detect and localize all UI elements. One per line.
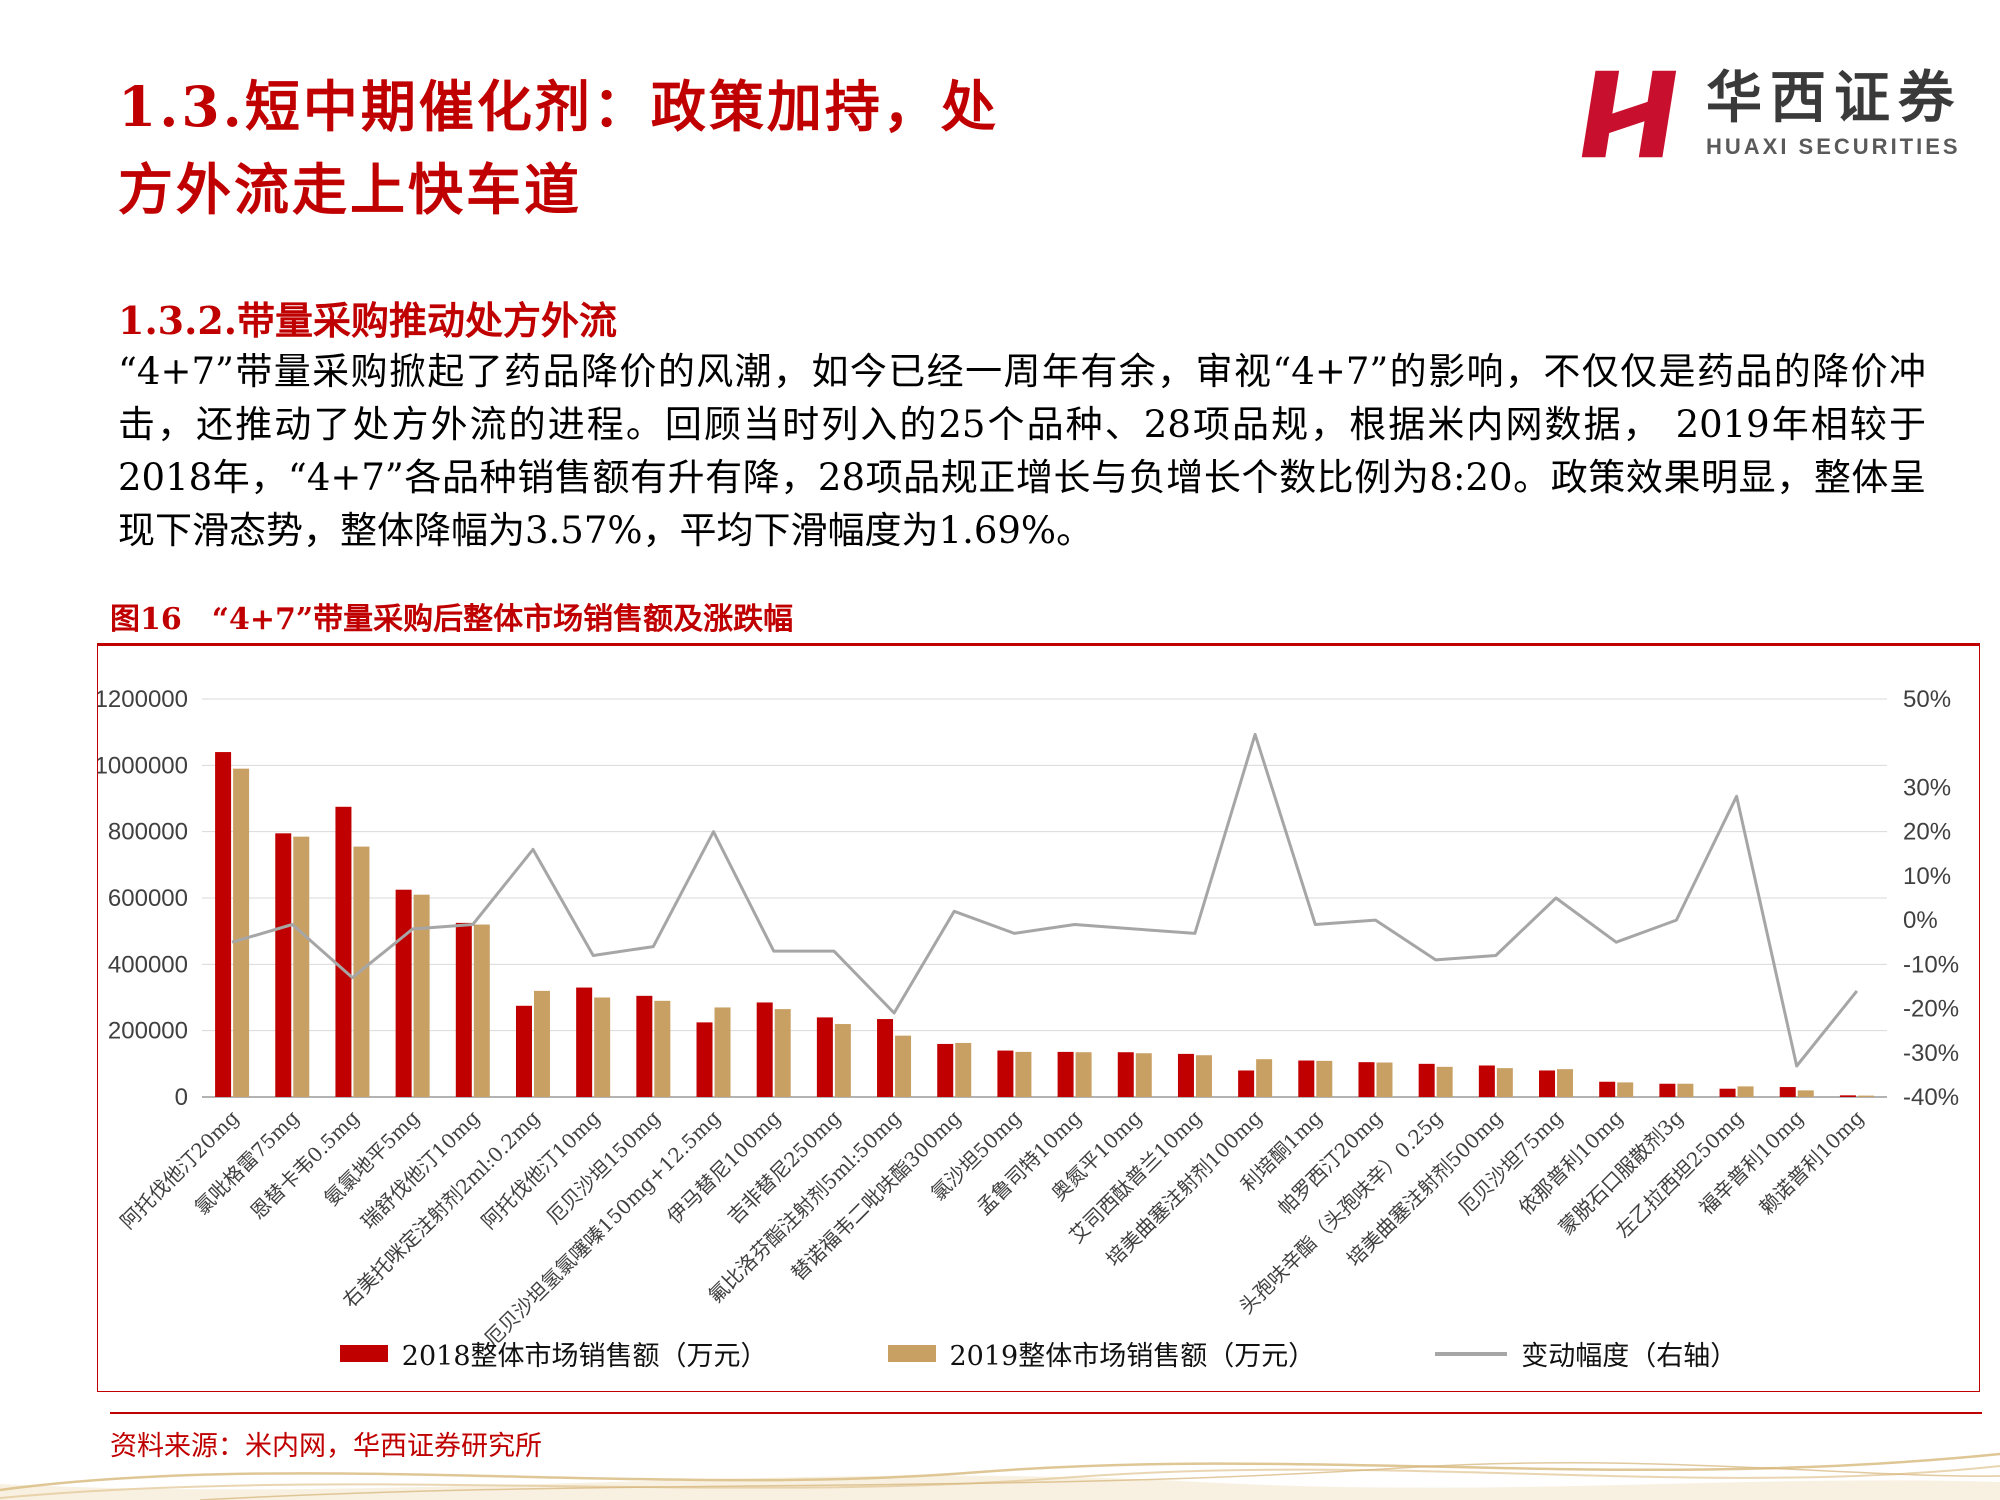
- svg-text:10%: 10%: [1903, 863, 1951, 890]
- legend-label-change: 变动幅度（右轴）: [1521, 1341, 1738, 1372]
- page-title-line1: 1.3.短中期催化剂：政策加持，处: [118, 74, 999, 139]
- svg-text:依那普利10mg: 依那普利10mg: [1514, 1105, 1628, 1219]
- legend-line-swatch-icon: [1435, 1351, 1508, 1356]
- logo-cn-name: 华西证券: [1706, 65, 1962, 132]
- svg-text:-10%: -10%: [1903, 951, 1959, 978]
- svg-text:厄贝沙坦75mg: 厄贝沙坦75mg: [1454, 1105, 1568, 1219]
- svg-text:50%: 50%: [1903, 686, 1951, 713]
- svg-text:氯吡格雷75mg: 氯吡格雷75mg: [190, 1105, 304, 1219]
- svg-text:800000: 800000: [108, 819, 188, 846]
- legend-label-2018: 2018整体市场销售额（万元）: [401, 1341, 768, 1372]
- svg-text:0%: 0%: [1903, 907, 1938, 934]
- svg-text:200000: 200000: [108, 1018, 188, 1045]
- svg-text:孟鲁司特10mg: 孟鲁司特10mg: [972, 1105, 1086, 1219]
- svg-text:20%: 20%: [1903, 819, 1951, 846]
- svg-text:恩替卡韦0.5mg: 恩替卡韦0.5mg: [245, 1105, 364, 1224]
- page-title-line2: 方外流走上快车道: [118, 156, 583, 222]
- logo-en-name: HUAXI SECURITIES: [1706, 133, 1961, 159]
- svg-text:福辛普利10mg: 福辛普利10mg: [1694, 1105, 1808, 1219]
- legend-swatch-2019-icon: [887, 1345, 936, 1362]
- sales-change-chart: 1200000 1000000 800000 600000 400000 200000 0 5…: [97, 686, 1959, 1351]
- figure-caption: 图16 “4+7”带量采购后整体市场销售额及涨跌幅: [110, 602, 794, 637]
- svg-text:-30%: -30%: [1903, 1040, 1959, 1067]
- svg-text:600000: 600000: [108, 885, 188, 912]
- svg-text:1000000: 1000000: [97, 752, 188, 779]
- legend-label-2019: 2019整体市场销售额（万元）: [949, 1341, 1316, 1372]
- legend-item-change: 变动幅度（右轴）: [1435, 1334, 1737, 1373]
- svg-text:0: 0: [175, 1084, 188, 1111]
- legend-swatch-2018-icon: [339, 1345, 388, 1362]
- svg-text:400000: 400000: [108, 951, 188, 978]
- huaxi-h-monogram-icon: [1581, 70, 1677, 158]
- chart-legend: 2018整体市场销售额（万元） 2019整体市场销售额（万元） 变动幅度（右轴）: [98, 1334, 1979, 1373]
- footer-divider: [110, 1412, 1982, 1414]
- page-title: 1.3.短中期催化剂：政策加持，处 方外流走上快车道: [118, 66, 1338, 231]
- svg-text:-20%: -20%: [1903, 996, 1959, 1023]
- decorative-waves-icon: [0, 1452, 2000, 1500]
- legend-item-2019: 2019整体市场销售额（万元）: [887, 1334, 1316, 1373]
- section-subtitle: 1.3.2.带量采购推动处方外流: [118, 298, 618, 343]
- source-note: 资料来源：米内网，华西证券研究所: [110, 1431, 542, 1462]
- svg-text:-40%: -40%: [1903, 1084, 1959, 1111]
- svg-text:30%: 30%: [1903, 774, 1951, 801]
- logo-text: 华西证券 HUAXI SECURITIES: [1706, 68, 1962, 160]
- body-paragraph: “4+7”带量采购掀起了药品降价的风潮，如今已经一周年有余，审视“4+7”的影响…: [118, 350, 1926, 552]
- svg-text:1200000: 1200000: [97, 686, 188, 713]
- svg-text:赖诺普利10mg: 赖诺普利10mg: [1754, 1105, 1868, 1219]
- chart-frame: 1200000 1000000 800000 600000 400000 200000 0 5…: [97, 643, 1980, 1392]
- huaxi-logo: 华西证券 HUAXI SECURITIES: [1568, 60, 1962, 168]
- legend-item-2018: 2018整体市场销售额（万元）: [339, 1334, 768, 1373]
- svg-text:帕罗西汀20mg: 帕罗西汀20mg: [1273, 1105, 1387, 1219]
